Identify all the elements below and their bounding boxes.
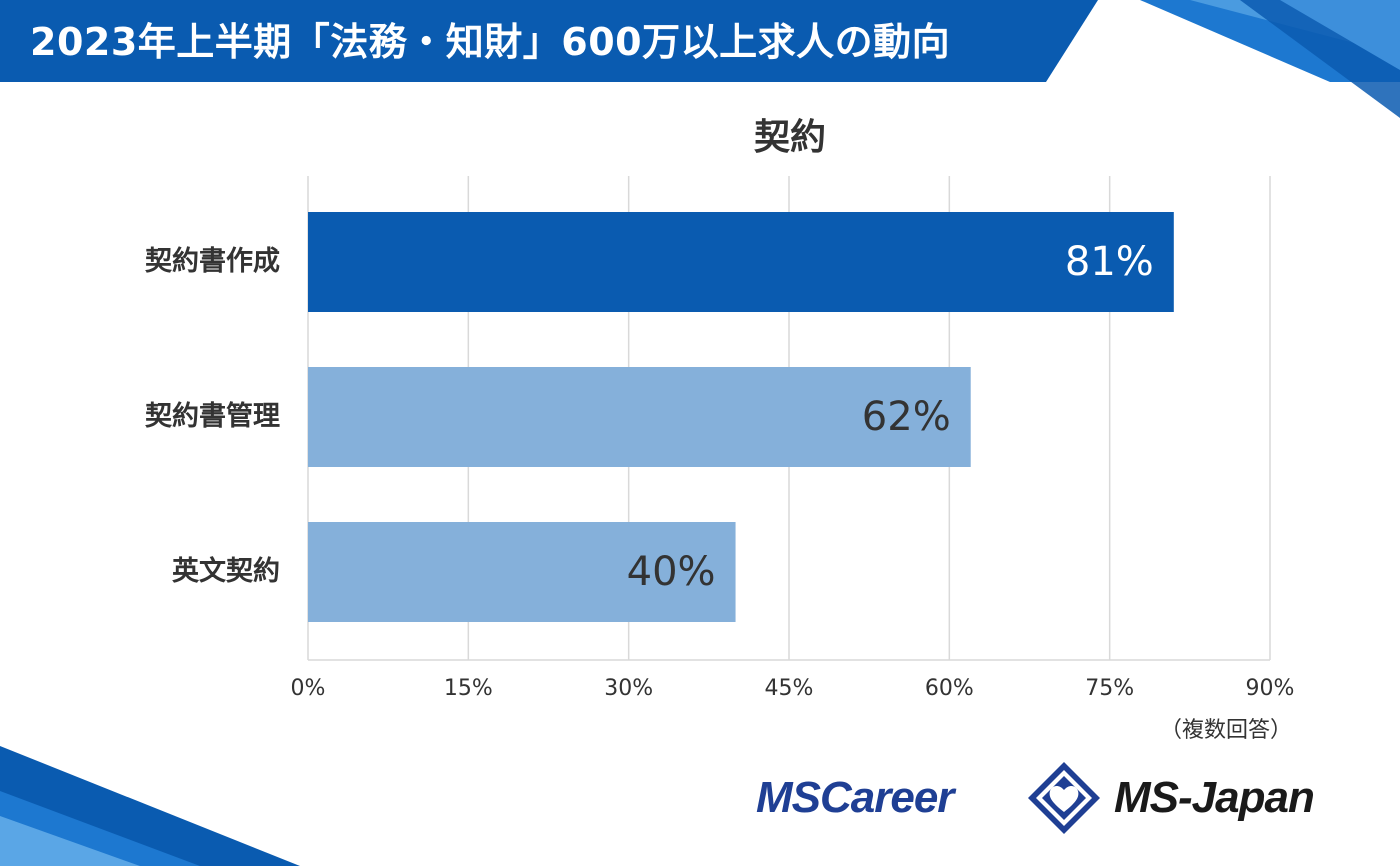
category-label: 契約書管理 — [145, 401, 280, 432]
header-corner-decoration — [1240, 0, 1400, 118]
multiple-answer-note: （複数回答） — [1160, 718, 1293, 743]
data-label: 81% — [1064, 239, 1154, 285]
mscareer-logo: MSCareer — [756, 773, 954, 822]
bar-1 — [308, 367, 971, 467]
x-tick-label: 60% — [924, 676, 974, 701]
chart-title: 契約 — [753, 117, 826, 158]
ms-japan-emblem-icon — [1028, 762, 1100, 834]
x-tick-label: 15% — [443, 676, 493, 701]
x-tick-label: 75% — [1085, 676, 1135, 701]
data-label: 40% — [626, 549, 716, 595]
bar-2 — [308, 522, 736, 622]
x-tick-label: 30% — [604, 676, 654, 701]
x-tick-label: 45% — [764, 676, 814, 701]
corner-decoration — [0, 746, 300, 866]
logo-area: MSCareer MS-Japan — [756, 758, 1356, 838]
category-label: 契約書作成 — [145, 246, 280, 277]
ms-japan-logo: MS-Japan — [1114, 773, 1315, 822]
bar-0 — [308, 212, 1174, 312]
page-title: 2023年上半期「法務・知財」600万以上求人の動向 — [30, 20, 951, 64]
x-tick-label: 90% — [1245, 676, 1295, 701]
data-label: 62% — [861, 394, 951, 440]
category-label: 英文契約 — [172, 556, 280, 587]
x-tick-label: 0% — [290, 676, 326, 701]
